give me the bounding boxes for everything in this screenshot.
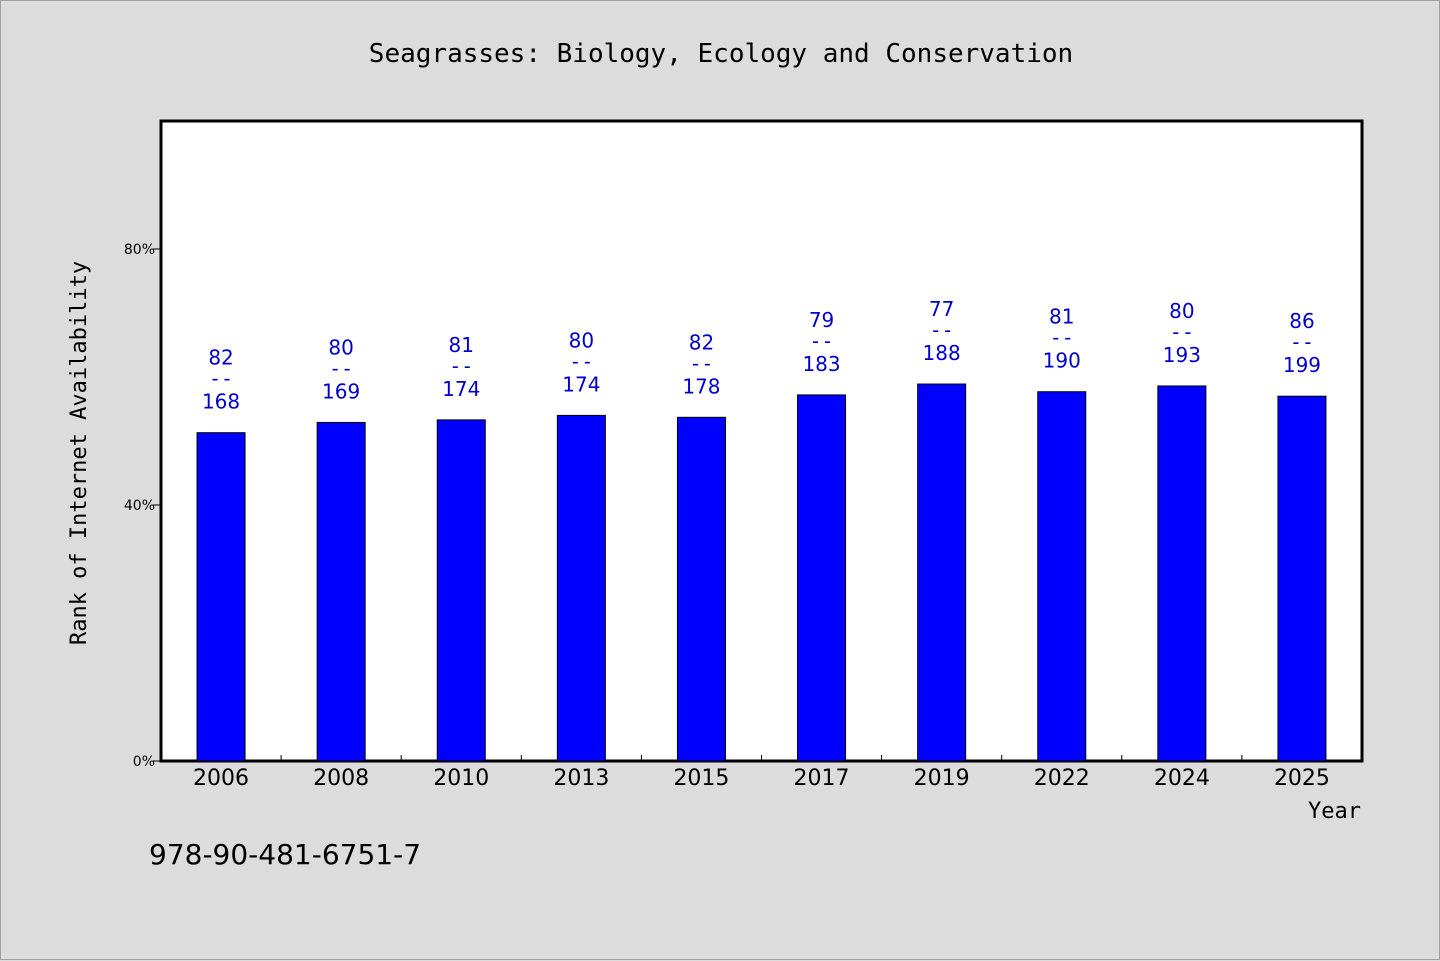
bar [917,383,967,762]
data-label-separator: -- [1290,330,1314,354]
data-label-separator: -- [1170,320,1194,344]
data-label-separator: -- [449,354,473,378]
data-label-total: 168 [202,390,240,414]
data-label-total: 169 [322,379,360,403]
data-label-separator: -- [569,349,593,373]
data-label-rank: 82 [208,346,233,370]
bar-series [196,383,1327,762]
data-label-separator: -- [810,329,834,353]
x-tick-label: 2006 [193,766,249,791]
data-label-total: 188 [923,341,961,365]
data-label-rank: 82 [689,330,714,354]
bar [797,394,847,762]
y-tick-label: 80% [124,242,155,258]
bar [556,414,606,762]
data-label-rank: 81 [1049,305,1074,329]
y-tick-label: 40% [124,498,155,514]
data-label-rank: 77 [929,297,954,321]
x-tick-label: 2024 [1154,766,1210,791]
x-tick-label: 2019 [914,766,970,791]
x-tick-label: 2015 [673,766,729,791]
x-axis-ticks: 2006 2008 2010 2013 2015 2017 2019 2022 2024 2025 [193,755,1330,791]
data-label-total: 178 [682,374,720,398]
data-label-total: 190 [1043,349,1081,373]
data-label-separator: -- [930,318,954,342]
bar [1157,385,1207,762]
x-tick-label: 2008 [313,766,369,791]
chart-title: Seagrasses: Biology, Ecology and Conserv… [369,39,1073,69]
bar [676,416,726,762]
bar [1037,391,1087,762]
data-label-rank: 80 [328,335,353,359]
data-label-total: 174 [442,377,480,401]
data-labels: 82--16880--16981--17480--17482--17879--1… [202,297,1321,414]
bar [1277,395,1327,762]
y-axis-label: Rank of Internet Availability [67,261,92,645]
bar [196,432,246,762]
x-tick-label: 2025 [1274,766,1330,791]
y-tick-label: 0% [133,754,155,770]
data-label-total: 174 [562,372,600,396]
data-label-separator: -- [329,356,353,380]
x-tick-label: 2022 [1034,766,1090,791]
bar [436,419,486,762]
data-label-total: 193 [1163,343,1201,367]
data-label-rank: 79 [809,308,834,332]
x-tick-label: 2017 [794,766,850,791]
data-label-rank: 80 [569,328,594,352]
data-label-separator: -- [689,351,713,375]
x-axis-label: Year [1308,799,1361,824]
y-axis-ticks: 0% 40% 80% [124,242,161,770]
x-tick-label: 2013 [553,766,609,791]
data-label-separator: -- [1050,326,1074,350]
data-label-total: 199 [1283,353,1321,377]
bar [316,421,366,762]
x-tick-label: 2010 [433,766,489,791]
data-label-rank: 80 [1169,299,1194,323]
data-label-separator: -- [209,367,233,391]
isbn-label: 978-90-481-6751-7 [149,838,421,871]
data-label-total: 183 [802,352,840,376]
data-label-rank: 81 [449,333,474,357]
data-label-rank: 86 [1289,309,1314,333]
